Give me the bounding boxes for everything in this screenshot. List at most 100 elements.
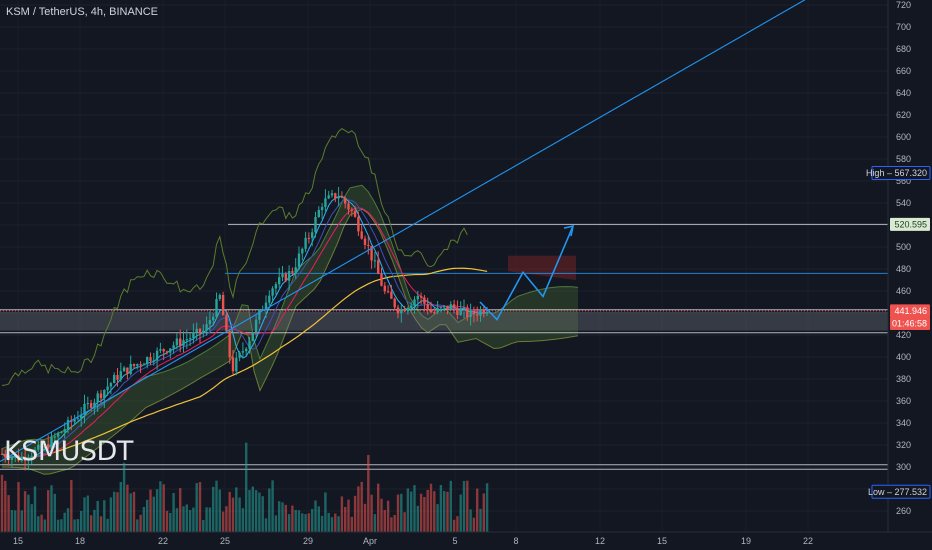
volume-bar bbox=[390, 517, 393, 532]
price-axis[interactable]: 7207006806606406206005805605405205004804… bbox=[896, 0, 911, 516]
candle-body bbox=[212, 316, 215, 321]
candle-body bbox=[175, 338, 179, 346]
candle-body bbox=[27, 458, 30, 461]
candle-body bbox=[466, 307, 469, 317]
candle-body bbox=[284, 273, 287, 281]
lagging-span bbox=[1, 128, 468, 386]
volume-bar bbox=[271, 480, 274, 532]
candle-body bbox=[485, 312, 489, 314]
price-tick-label: 680 bbox=[896, 44, 911, 54]
volume-bar bbox=[129, 493, 132, 532]
candle-body bbox=[452, 304, 456, 309]
volume-bar bbox=[142, 506, 146, 532]
price-tick-label: 340 bbox=[896, 418, 911, 428]
candle-body bbox=[386, 291, 390, 293]
time-axis[interactable]: 15 18 22 25 29 Apr 5 8 12 15 19 22 bbox=[13, 536, 813, 546]
price-tick-label: 540 bbox=[896, 198, 911, 208]
volume-bar bbox=[370, 494, 373, 532]
candle-body bbox=[14, 455, 17, 458]
price-tick-label: 260 bbox=[896, 506, 911, 516]
candle-body bbox=[76, 418, 80, 420]
volume-bar bbox=[155, 489, 159, 532]
volume-bar bbox=[264, 518, 268, 532]
volume-bar bbox=[27, 494, 30, 532]
trendline bbox=[0, 0, 806, 462]
volume-bar bbox=[188, 510, 192, 532]
price-tag-box bbox=[871, 165, 931, 180]
candle-body bbox=[185, 339, 188, 341]
candle-body bbox=[17, 455, 20, 461]
volume-bar bbox=[43, 519, 47, 532]
candle-body bbox=[66, 419, 70, 430]
candle-body bbox=[20, 456, 23, 461]
candle-body bbox=[172, 345, 175, 349]
candle-body bbox=[238, 352, 241, 358]
candle-body bbox=[149, 357, 152, 362]
volume-bar bbox=[344, 506, 347, 532]
candle-body bbox=[360, 231, 363, 239]
volume-bar bbox=[20, 510, 23, 532]
candle-body bbox=[103, 390, 106, 399]
volume-bar bbox=[169, 512, 172, 532]
volume-bar bbox=[406, 488, 410, 532]
candle-body bbox=[126, 367, 129, 375]
volume-bar bbox=[476, 488, 479, 532]
price-tick-label: 660 bbox=[896, 66, 911, 76]
volume-bar bbox=[400, 493, 403, 532]
volume-bar bbox=[83, 497, 86, 532]
candlesticks[interactable] bbox=[0, 186, 489, 471]
volume-bar bbox=[53, 493, 56, 532]
candle-body bbox=[60, 431, 63, 433]
candle-body bbox=[139, 364, 142, 366]
candle-body bbox=[86, 403, 89, 405]
candle-body bbox=[99, 393, 103, 399]
candle-body bbox=[195, 328, 198, 333]
price-tick-label: 600 bbox=[896, 132, 911, 142]
candle-body bbox=[136, 364, 139, 366]
candle-body bbox=[337, 196, 340, 199]
volume-bar bbox=[245, 442, 248, 532]
volume-bar bbox=[89, 515, 93, 532]
candle-body bbox=[330, 193, 334, 196]
candle-body bbox=[182, 340, 185, 346]
volume-bar bbox=[357, 486, 360, 532]
volume-bar bbox=[33, 486, 37, 532]
symbol-header[interactable]: KSM / TetherUS, 4h, BINANCE bbox=[6, 6, 159, 18]
candle-body bbox=[446, 305, 449, 310]
volume-bar bbox=[0, 474, 4, 532]
candle-body bbox=[281, 273, 284, 278]
candle-body bbox=[0, 453, 4, 455]
volume-bar bbox=[287, 514, 291, 532]
candle-body bbox=[307, 237, 311, 239]
volume-bar bbox=[185, 504, 188, 532]
candle-body bbox=[248, 340, 251, 349]
candle-body bbox=[73, 419, 76, 422]
candle-body bbox=[37, 444, 40, 450]
candle-body bbox=[146, 357, 149, 365]
volume-bar bbox=[208, 507, 212, 532]
volume-bar bbox=[159, 481, 162, 532]
volume-bar bbox=[251, 486, 254, 532]
price-tag-box bbox=[890, 304, 930, 318]
volume-bar bbox=[449, 480, 452, 532]
candle-body bbox=[324, 198, 327, 207]
candle-body bbox=[113, 375, 116, 384]
volume-bar bbox=[360, 481, 363, 532]
candle-body bbox=[218, 295, 221, 300]
candle-body bbox=[47, 444, 50, 449]
volume-bar bbox=[482, 493, 485, 532]
volume-bar bbox=[472, 517, 476, 532]
volume-bar bbox=[297, 510, 301, 532]
drawings[interactable] bbox=[0, 0, 815, 462]
candle-body bbox=[251, 332, 254, 341]
candle-body bbox=[317, 210, 320, 218]
volume-bar bbox=[386, 500, 390, 532]
indicator-lines bbox=[1, 128, 488, 460]
candle-body bbox=[80, 414, 83, 419]
volume-bar bbox=[63, 512, 66, 532]
candle-body bbox=[231, 357, 235, 372]
candle-body bbox=[383, 285, 386, 292]
candle-body bbox=[449, 304, 452, 310]
volume-bar bbox=[314, 500, 317, 532]
